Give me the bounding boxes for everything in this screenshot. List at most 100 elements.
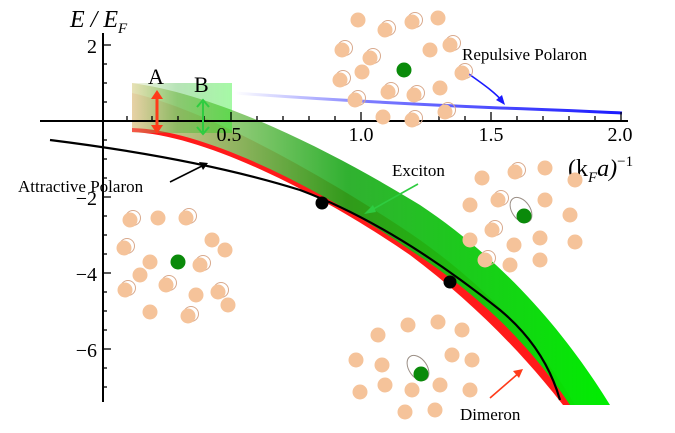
fermion-particle [490,192,506,208]
dimeron-pointer-head [513,369,523,378]
fermion-particle [116,240,132,256]
fermion-particle [150,210,166,226]
fermion-particle [352,384,368,400]
fermion-particle [374,357,390,373]
fermion-particle [354,64,370,80]
fermion-particle [537,192,553,208]
repulsive-pointer-head [496,95,505,105]
y-tick-marks [103,44,111,388]
dimeron-label: Dimeron [460,405,521,424]
fermion-particle [432,80,448,96]
fermion-particle [506,237,522,253]
fermion-particle [567,234,583,250]
attractive-pointer-head [199,162,208,170]
fermion-particle [192,257,208,273]
fermion-particle [427,402,443,418]
exciton-pointer [367,183,419,213]
fermion-particle [454,322,470,338]
repulsive-polaron-curve [234,91,623,115]
x-tick-label: 1.0 [349,124,374,146]
fermion-particle [142,254,158,270]
fermion-particle [400,317,416,333]
fermion-particle [404,14,420,30]
fermion-particle [507,164,523,180]
fermion-particle [406,87,422,103]
fermion-particle [370,327,386,343]
fermion-particle [334,42,350,58]
repulsive-pointer [465,71,504,103]
fermion-particle [348,352,364,368]
fermion-particle [477,252,493,268]
fermion-particle [220,297,236,313]
impurity-particle [516,208,532,224]
fermion-particle [537,160,553,176]
x-tick-label: 0.5 [217,124,242,146]
fermion-particle [204,232,220,248]
label-b: B [194,72,209,97]
fermion-particle [562,207,578,223]
fermion-particle [178,210,194,226]
fermion-particle [462,232,478,248]
y-axis-title: E / EF [69,7,128,37]
fermion-particle [454,65,470,81]
fermion-particle [462,382,478,398]
y-tick-label: −6 [76,340,97,362]
fermion-particle [404,382,420,398]
fermion-particle [444,347,460,363]
fermion-particle [532,230,548,246]
fermion-particle [117,282,133,298]
fermion-particle [430,10,446,26]
fermion-particle [132,267,148,283]
attractive-polaron-curve [49,138,562,401]
repulsive-polaron-label: Repulsive Polaron [462,45,588,64]
fermion-particle [210,284,226,300]
fermion-particle [502,257,518,273]
fermion-particle [188,287,204,303]
fermion-particle [484,222,500,238]
impurity-particle [170,254,186,270]
label-a: A [148,64,164,89]
fermion-particle [532,252,548,268]
fermion-particle [404,112,420,128]
attractive-polaron-label: Attractive Polaron [18,177,144,196]
y-tick-label: −4 [76,264,97,286]
fermion-particle [567,172,583,188]
fermion-particle [158,277,174,293]
transition-point [315,196,329,210]
x-tick-label: 2.0 [608,124,633,146]
fermion-particle [442,37,458,53]
fermion-particle [430,314,446,330]
y-tick-label: 2 [87,36,97,58]
dimeron-pointer [489,371,521,399]
fermion-particle [397,404,413,420]
x-tick-label: 1.5 [479,124,504,146]
attractive-pointer [169,164,205,183]
fermion-particle [464,352,480,368]
particle-clusters [116,10,583,420]
fermion-particle [377,22,393,38]
fermion-particle [362,50,378,66]
fermion-particle [180,308,196,324]
fermion-particle [332,72,348,88]
fermion-particle [350,12,366,28]
fermion-particle [347,92,363,108]
impurity-particle [396,62,412,78]
fermion-particle [462,197,478,213]
fermion-particle [377,377,393,393]
fermion-particle [432,377,448,393]
fermion-particle [422,42,438,58]
fermion-particle [474,170,490,186]
exciton-pointer-head [364,205,376,214]
fermion-particle [122,212,138,228]
fermion-particle [142,304,158,320]
transition-point [443,275,457,289]
fermion-particle [380,84,396,100]
fermion-particle [437,104,453,120]
exciton-label: Exciton [392,161,445,180]
fermion-particle [375,109,391,125]
arrow-a [151,90,163,134]
impurity-particle [413,366,429,382]
fermion-particle [217,242,233,258]
